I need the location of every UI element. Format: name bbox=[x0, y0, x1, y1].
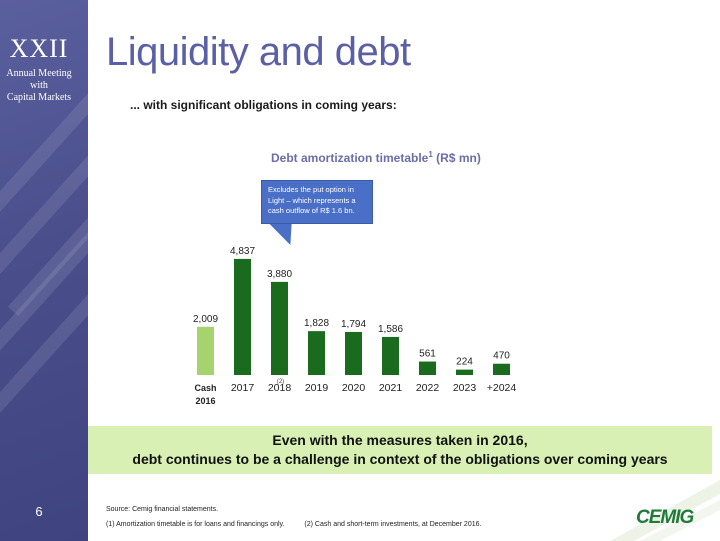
chart-tick-label: +2024 bbox=[487, 382, 517, 394]
chart-value-label: 4,837 bbox=[230, 246, 255, 257]
chart-tick-label: 2018 bbox=[268, 382, 292, 394]
chart-title-unit: (R$ mn) bbox=[432, 151, 481, 165]
chart-value-label: 561 bbox=[419, 349, 436, 360]
footnote-2: (2) Cash and short-term investments, at … bbox=[304, 521, 482, 528]
chart-title-footnote-marker: 1 bbox=[428, 150, 433, 159]
chart-tick-label: 2017 bbox=[231, 382, 255, 394]
footnotes: (1) Amortization timetable is for loans … bbox=[106, 521, 499, 528]
chart-bar bbox=[382, 336, 399, 375]
brand-subtitle-line: with bbox=[30, 80, 48, 91]
chart-bar bbox=[271, 281, 288, 375]
chart-value-label: 3,880 bbox=[267, 269, 292, 280]
chart-footnote-marker: (2) bbox=[277, 379, 284, 385]
brand-mark: XXII bbox=[9, 34, 69, 63]
chart-bar bbox=[419, 361, 436, 375]
chart-tick-label: 2022 bbox=[416, 382, 440, 394]
banner-line: debt continues to be a challenge in cont… bbox=[132, 451, 668, 467]
chart-value-label: 1,586 bbox=[378, 324, 403, 335]
brand-subtitle-line: Annual Meeting bbox=[6, 68, 72, 79]
page-title: Liquidity and debt bbox=[106, 30, 411, 74]
logo-swoosh bbox=[610, 480, 720, 541]
conclusion-banner: Even with the measures taken in 2016, de… bbox=[88, 426, 712, 474]
chart-value-label: 2,009 bbox=[193, 314, 218, 325]
chart-bar bbox=[345, 331, 362, 375]
chart-bar bbox=[234, 258, 251, 375]
chart-value-label: 1,794 bbox=[341, 319, 366, 330]
chart-bar bbox=[456, 369, 473, 375]
page-subtitle: ... with significant obligations in comi… bbox=[130, 98, 397, 112]
brand-subtitle-line: Capital Markets bbox=[6, 92, 72, 103]
banner-line: Even with the measures taken in 2016, bbox=[272, 432, 528, 448]
brand-subtitle: Annual Meeting with Capital Markets bbox=[0, 68, 78, 104]
company-logo: CEMIG bbox=[636, 507, 694, 528]
callout-note: Excludes the put option in Light – which… bbox=[261, 180, 373, 224]
page-number: 6 bbox=[35, 504, 43, 519]
chart-title: Debt amortization timetable1 (R$ mn) bbox=[271, 150, 481, 165]
chart-tick-label: 2021 bbox=[379, 382, 403, 394]
source-note: Source: Cemig financial statements. bbox=[106, 506, 219, 513]
chart-title-text: Debt amortization timetable bbox=[271, 151, 429, 165]
chart-bar bbox=[493, 363, 510, 375]
chart-bar bbox=[197, 326, 214, 375]
chart-tick-label: 2023 bbox=[453, 382, 477, 394]
debt-amortization-chart: 2,009 Cash 2016 4,837 2017 3,880 2018 1,828 2019… bbox=[193, 246, 517, 406]
chart-value-label: 1,828 bbox=[304, 318, 329, 329]
chart-tick-label: 2019 bbox=[305, 382, 329, 394]
sidebar: XXII Annual Meeting with Capital Markets… bbox=[0, 0, 88, 541]
chart-tick-label: 2016 bbox=[195, 396, 215, 406]
footnote-1: (1) Amortization timetable is for loans … bbox=[106, 521, 285, 528]
chart-bar bbox=[308, 331, 325, 375]
chart-tick-label: 2020 bbox=[342, 382, 366, 394]
chart-value-label: 470 bbox=[493, 351, 510, 362]
chart-value-label: 224 bbox=[456, 357, 473, 368]
chart-tick-label: Cash bbox=[194, 383, 216, 393]
